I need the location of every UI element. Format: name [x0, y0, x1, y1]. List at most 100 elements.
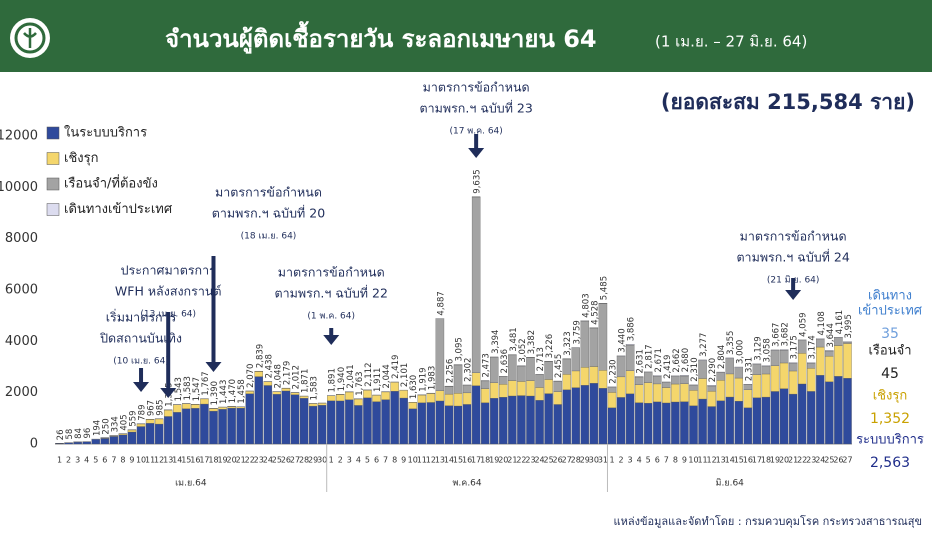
- x-tick-label: 26: [553, 456, 563, 465]
- x-tick-label: 1: [329, 456, 334, 465]
- annotation-date: (18 เม.ย. 64): [241, 232, 297, 242]
- annotation-text: WFH หลังสงกรานต์: [115, 284, 222, 299]
- bar-segment: [689, 390, 698, 406]
- x-tick-label: 9: [401, 456, 406, 465]
- x-tick-label: 3: [347, 456, 352, 465]
- x-tick-label: 15: [181, 456, 191, 465]
- bar-segment: [725, 358, 734, 375]
- total-label: 1,458: [237, 379, 247, 403]
- bar-segment: [743, 384, 753, 390]
- bar-segment: [643, 402, 653, 445]
- x-tick-label: 22: [797, 456, 807, 465]
- bar-segment: [544, 361, 553, 380]
- bar-segment: [145, 423, 155, 445]
- x-tick-label: 8: [392, 456, 397, 465]
- x-tick-label: 5: [646, 456, 651, 465]
- bar-segment: [245, 390, 254, 394]
- bar-segment: [390, 391, 399, 445]
- bar-segment: [317, 402, 327, 406]
- bar-segment: [662, 382, 671, 388]
- x-tick-label: 28: [571, 456, 581, 465]
- total-label: 1,911: [373, 368, 383, 392]
- x-tick-label: 11: [697, 456, 707, 465]
- bar-segment: [480, 388, 490, 403]
- total-label: 3,095: [455, 337, 465, 361]
- bar-segment: [807, 363, 816, 369]
- total-label: 9,635: [473, 169, 483, 193]
- bar-segment: [671, 401, 680, 445]
- x-tick-label: 12: [154, 456, 164, 465]
- bar-segment: [779, 362, 789, 389]
- bar-segment: [807, 391, 816, 445]
- bar-segment: [625, 370, 635, 394]
- bar-segment: [154, 418, 164, 425]
- bar-segment: [526, 395, 535, 445]
- bar-segment: [426, 402, 436, 445]
- bar-segment: [508, 395, 517, 445]
- x-tick-label: 22: [516, 456, 526, 465]
- total-label: 1,547: [192, 377, 202, 401]
- x-tick-label: 18: [208, 456, 218, 465]
- bar-segment: [662, 387, 671, 404]
- total-label: 2,636: [500, 349, 510, 373]
- x-tick-label: 20: [227, 456, 237, 465]
- x-tick-label: 23: [254, 456, 264, 465]
- x-tick-label: 19: [489, 456, 499, 465]
- y-tick-label: 4000: [5, 334, 38, 349]
- total-label: 2,310: [690, 357, 700, 381]
- bar-segment: [707, 385, 716, 392]
- bar-segment: [580, 367, 590, 386]
- bar-segment: [643, 371, 653, 373]
- x-tick-label: 21: [788, 456, 798, 465]
- bar-segment: [163, 409, 173, 417]
- x-tick-label: 19: [770, 456, 780, 465]
- annotation-text: ประกาศมาตรการ: [121, 263, 217, 278]
- legend-swatch: [46, 177, 60, 191]
- bar-segment: [136, 423, 146, 427]
- annotation-arrowhead: [133, 382, 150, 392]
- bar-segment: [816, 346, 825, 376]
- bar-segment: [562, 389, 571, 445]
- bar-segment: [290, 394, 300, 445]
- bar-segment: [218, 409, 227, 445]
- end-label-title: เดินทาง: [868, 289, 912, 304]
- total-label: 2,048: [273, 364, 283, 388]
- total-label: 2,473: [482, 353, 492, 377]
- annotation-text: ตามพรก.ฯ ฉบับที่ 23: [419, 100, 532, 116]
- bar-segment: [788, 363, 798, 372]
- total-label: 58: [65, 429, 75, 440]
- x-tick-label: 13: [163, 456, 173, 465]
- bar-segment: [372, 401, 381, 445]
- bar-segment: [643, 382, 653, 404]
- bar-segment: [209, 408, 218, 412]
- bar-segment: [816, 338, 825, 340]
- bar-segment: [788, 393, 798, 445]
- total-label: 2,804: [717, 345, 727, 369]
- bar-segment: [825, 350, 834, 357]
- y-tick-label: 6000: [5, 283, 38, 298]
- x-tick-label: 1: [609, 456, 614, 465]
- total-label: 3,000: [735, 340, 745, 364]
- bar-segment: [653, 383, 662, 403]
- x-tick-label: 6: [655, 456, 660, 465]
- bar-segment: [680, 383, 689, 402]
- bar-segment: [752, 363, 762, 365]
- total-label: 1,543: [174, 377, 184, 401]
- bar-segment: [770, 350, 780, 366]
- total-label: 4,803: [581, 293, 591, 317]
- total-label: 789: [138, 405, 148, 421]
- bar-segment: [689, 405, 698, 445]
- month-label: เม.ย.64: [175, 479, 207, 489]
- total-label: 1,871: [301, 369, 311, 393]
- cumulative-total: (ยอดสะสม 215,584 ราย): [661, 90, 915, 114]
- bar-segment: [191, 408, 200, 445]
- bar-segment: [616, 376, 626, 398]
- total-label: 3,323: [563, 331, 573, 355]
- bar-segment: [779, 349, 789, 364]
- bar-segment: [662, 381, 671, 383]
- bar-segment: [653, 376, 662, 385]
- bar-segment: [327, 400, 336, 445]
- bar-segment: [825, 355, 834, 382]
- y-tick-label: 8000: [5, 231, 38, 246]
